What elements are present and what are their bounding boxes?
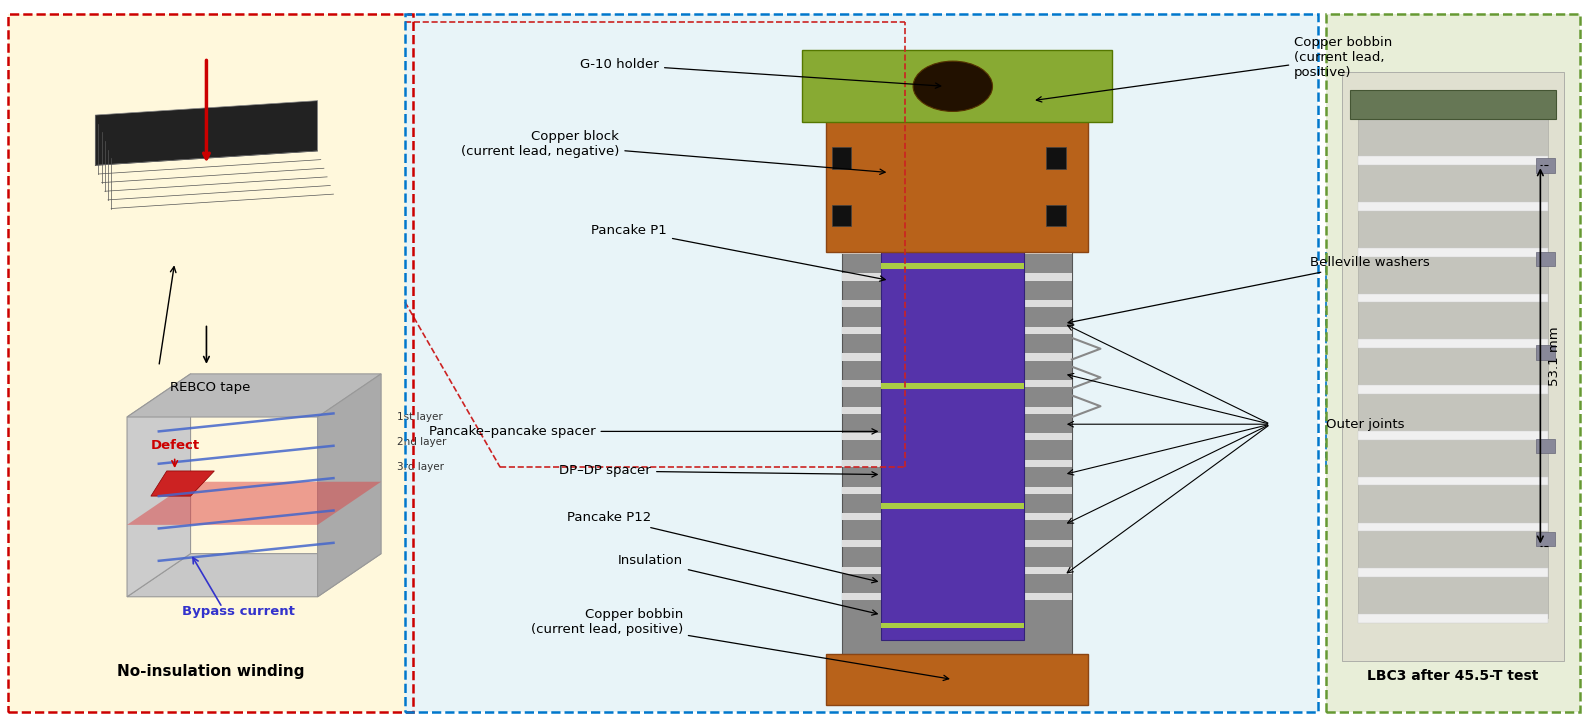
FancyBboxPatch shape xyxy=(1342,72,1564,661)
FancyBboxPatch shape xyxy=(1358,248,1548,257)
FancyBboxPatch shape xyxy=(1536,532,1555,546)
Text: LBC3 after 45.5-T test: LBC3 after 45.5-T test xyxy=(1367,669,1539,683)
Text: REBCO tape: REBCO tape xyxy=(170,381,251,394)
FancyBboxPatch shape xyxy=(1358,477,1548,485)
FancyBboxPatch shape xyxy=(1536,439,1555,453)
FancyBboxPatch shape xyxy=(842,487,1072,494)
PathPatch shape xyxy=(127,482,381,525)
Text: DP–DP spacer: DP–DP spacer xyxy=(559,464,877,477)
Text: 3rd layer: 3rd layer xyxy=(397,462,445,472)
FancyBboxPatch shape xyxy=(842,460,1072,467)
FancyBboxPatch shape xyxy=(881,383,1024,389)
FancyBboxPatch shape xyxy=(1358,111,1548,119)
FancyBboxPatch shape xyxy=(1358,202,1548,211)
Text: Pancake P12: Pancake P12 xyxy=(567,511,877,583)
Text: Belleville washers: Belleville washers xyxy=(1069,256,1429,324)
Text: 1st layer: 1st layer xyxy=(397,412,443,422)
Text: Pancake–pancake spacer: Pancake–pancake spacer xyxy=(429,425,877,438)
Text: G-10 holder: G-10 holder xyxy=(580,58,940,88)
FancyBboxPatch shape xyxy=(842,247,1072,254)
FancyBboxPatch shape xyxy=(1358,157,1548,165)
FancyBboxPatch shape xyxy=(1358,614,1548,623)
PathPatch shape xyxy=(127,374,191,597)
FancyBboxPatch shape xyxy=(832,205,851,226)
FancyBboxPatch shape xyxy=(881,252,1024,640)
FancyBboxPatch shape xyxy=(842,273,1072,280)
Text: Insulation: Insulation xyxy=(618,554,877,615)
FancyBboxPatch shape xyxy=(842,300,1072,307)
FancyBboxPatch shape xyxy=(1358,294,1548,303)
FancyBboxPatch shape xyxy=(881,263,1024,269)
FancyBboxPatch shape xyxy=(881,623,1024,628)
FancyBboxPatch shape xyxy=(842,540,1072,547)
Text: Bypass current: Bypass current xyxy=(181,605,295,618)
Text: Outer joints: Outer joints xyxy=(1326,418,1404,431)
Text: 53.1 mm: 53.1 mm xyxy=(1548,326,1561,385)
Text: Copper bobbin
(current lead,
positive): Copper bobbin (current lead, positive) xyxy=(1037,36,1393,102)
FancyBboxPatch shape xyxy=(1350,90,1556,119)
FancyBboxPatch shape xyxy=(1536,345,1555,360)
FancyBboxPatch shape xyxy=(1358,568,1548,577)
FancyBboxPatch shape xyxy=(1358,523,1548,531)
Text: Pancake P1: Pancake P1 xyxy=(591,224,885,281)
FancyBboxPatch shape xyxy=(842,353,1072,360)
FancyBboxPatch shape xyxy=(842,593,1072,600)
FancyBboxPatch shape xyxy=(842,380,1072,388)
FancyBboxPatch shape xyxy=(405,14,1318,712)
Ellipse shape xyxy=(913,61,992,111)
Text: 2nd layer: 2nd layer xyxy=(397,437,446,447)
FancyBboxPatch shape xyxy=(842,167,1072,174)
Text: Defect: Defect xyxy=(151,439,200,452)
FancyBboxPatch shape xyxy=(842,140,1072,147)
FancyBboxPatch shape xyxy=(1536,158,1555,173)
FancyBboxPatch shape xyxy=(802,50,1112,122)
FancyBboxPatch shape xyxy=(1046,147,1066,169)
FancyBboxPatch shape xyxy=(1326,14,1580,712)
PathPatch shape xyxy=(151,471,214,496)
FancyBboxPatch shape xyxy=(842,567,1072,574)
FancyBboxPatch shape xyxy=(842,193,1072,201)
FancyBboxPatch shape xyxy=(842,86,1072,654)
PathPatch shape xyxy=(127,374,381,417)
FancyBboxPatch shape xyxy=(832,147,851,169)
Text: No-insulation winding: No-insulation winding xyxy=(116,664,305,679)
PathPatch shape xyxy=(127,554,381,597)
Text: Copper bobbin
(current lead, positive): Copper bobbin (current lead, positive) xyxy=(530,608,948,680)
FancyBboxPatch shape xyxy=(881,503,1024,508)
FancyBboxPatch shape xyxy=(842,513,1072,521)
FancyBboxPatch shape xyxy=(842,326,1072,334)
FancyBboxPatch shape xyxy=(1536,252,1555,266)
FancyBboxPatch shape xyxy=(842,220,1072,227)
Text: Copper block
(current lead, negative): Copper block (current lead, negative) xyxy=(461,130,885,175)
FancyBboxPatch shape xyxy=(1358,339,1548,348)
FancyBboxPatch shape xyxy=(1358,431,1548,439)
FancyBboxPatch shape xyxy=(1358,385,1548,394)
FancyBboxPatch shape xyxy=(842,434,1072,441)
FancyBboxPatch shape xyxy=(1046,205,1066,226)
FancyBboxPatch shape xyxy=(1358,115,1548,618)
PathPatch shape xyxy=(318,374,381,597)
PathPatch shape xyxy=(95,101,318,165)
FancyBboxPatch shape xyxy=(826,93,1088,252)
FancyBboxPatch shape xyxy=(8,14,413,712)
FancyBboxPatch shape xyxy=(842,407,1072,414)
FancyBboxPatch shape xyxy=(826,654,1088,705)
